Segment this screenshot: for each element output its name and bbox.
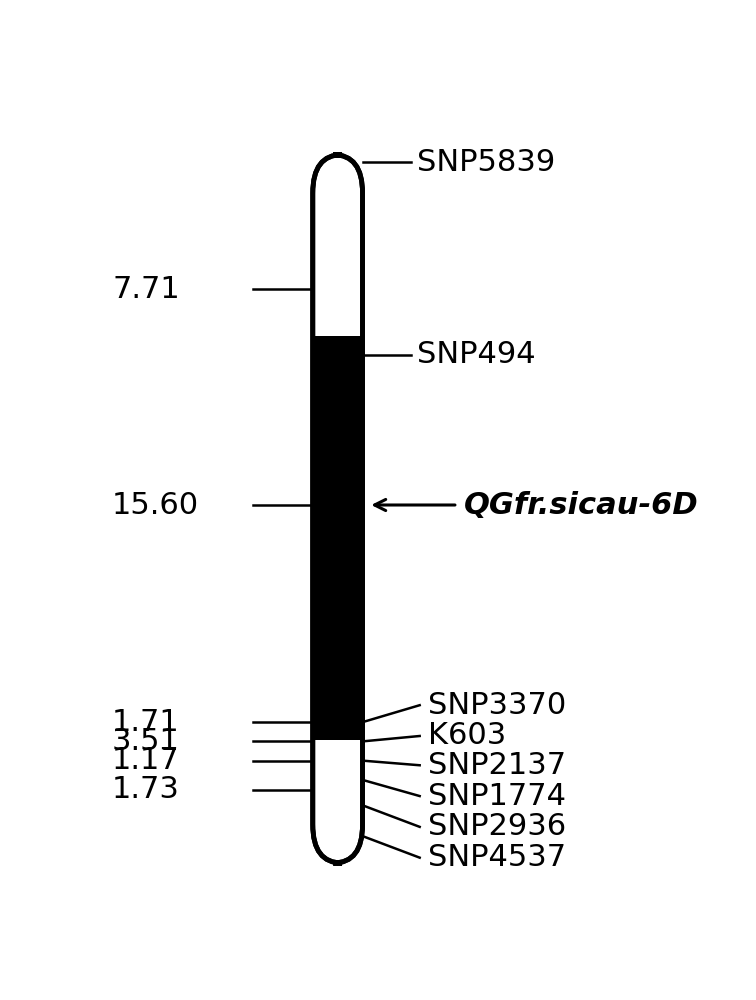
Text: QGfr.sicau-6D: QGfr.sicau-6D bbox=[463, 490, 699, 520]
FancyBboxPatch shape bbox=[313, 336, 363, 740]
Text: SNP1774: SNP1774 bbox=[429, 782, 566, 811]
Text: 3.51: 3.51 bbox=[112, 727, 180, 756]
Text: SNP2936: SNP2936 bbox=[429, 812, 566, 841]
Text: SNP494: SNP494 bbox=[417, 340, 535, 369]
FancyBboxPatch shape bbox=[313, 155, 363, 863]
Text: 1.17: 1.17 bbox=[112, 746, 180, 775]
Text: 1.73: 1.73 bbox=[112, 775, 180, 804]
Text: K603: K603 bbox=[429, 722, 507, 750]
Text: SNP3370: SNP3370 bbox=[429, 691, 567, 720]
Text: 7.71: 7.71 bbox=[112, 275, 180, 304]
Text: SNP4537: SNP4537 bbox=[429, 843, 566, 872]
Text: SNP5839: SNP5839 bbox=[417, 148, 555, 177]
Text: SNP2137: SNP2137 bbox=[429, 751, 566, 780]
Text: 15.60: 15.60 bbox=[112, 490, 199, 520]
Text: 1.71: 1.71 bbox=[112, 708, 180, 737]
